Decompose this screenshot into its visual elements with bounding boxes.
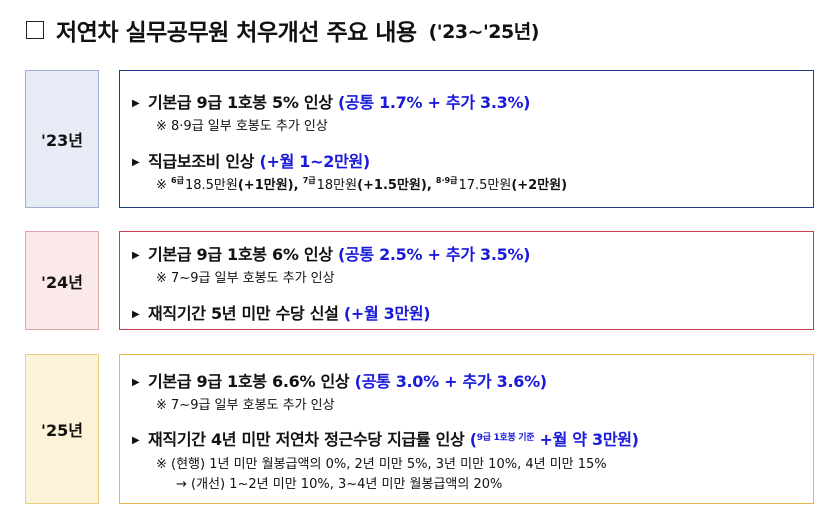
grade-6-label: 6급 bbox=[171, 176, 184, 185]
grade-6-increase: (+1만원), bbox=[237, 178, 299, 193]
grade-89-amount: 17.5만원 bbox=[458, 178, 512, 193]
note-2025-current: ※ (현행) 1년 미만 월봉급액의 0%, 2년 미만 5%, 3년 미만 1… bbox=[156, 457, 607, 472]
note-2025-improved: → (개선) 1~2년 미만 10%, 3~4년 미만 월봉급액의 20% bbox=[176, 477, 503, 492]
item-basic-pay-2025: ▶ 기본급 9급 1호봉 6.6% 인상 (공통 3.0% + 추가 3.6%) bbox=[132, 368, 547, 392]
title-period: ('23~'25년) bbox=[428, 20, 540, 43]
item-basic-pay-2023: ▶ 기본급 9급 1호봉 5% 인상 (공통 1.7% + 추가 3.3%) bbox=[132, 89, 531, 113]
item-highlight: (9급 1호봉 기준 +월 약 3만원) bbox=[469, 430, 639, 449]
triangle-bullet-icon: ▶ bbox=[132, 250, 140, 261]
year-label-2023: '23년 bbox=[25, 70, 99, 208]
note-2023-2: ※ 6급18.5만원(+1만원), 7급18만원(+1.5만원), 8·9급17… bbox=[156, 174, 567, 193]
grade-7-increase: (+1.5만원), bbox=[357, 178, 432, 193]
section-2025: ▶ 기본급 9급 1호봉 6.6% 인상 (공통 3.0% + 추가 3.6%) … bbox=[119, 354, 814, 504]
triangle-bullet-icon: ▶ bbox=[132, 377, 140, 388]
item-highlight: (+월 3만원) bbox=[343, 304, 431, 323]
section-2023: ▶ 기본급 9급 1호봉 5% 인상 (공통 1.7% + 추가 3.3%) ※ … bbox=[119, 70, 814, 208]
item-highlight: (공통 3.0% + 추가 3.6%) bbox=[354, 372, 548, 391]
item-tenure-allowance-2024: ▶ 재직기간 5년 미만 수당 신설 (+월 3만원) bbox=[132, 300, 431, 324]
item-text: 기본급 9급 1호봉 6.6% 인상 bbox=[148, 372, 350, 391]
page-title: 저연차 실무공무원 처우개선 주요 내용 ('23~'25년) bbox=[26, 12, 539, 48]
item-highlight: (+월 1~2만원) bbox=[259, 152, 371, 171]
item-highlight: (공통 1.7% + 추가 3.3%) bbox=[337, 93, 531, 112]
highlight-basis: 9급 1호봉 기준 bbox=[476, 433, 535, 443]
grade-89-label: 8·9급 bbox=[435, 176, 458, 185]
triangle-bullet-icon: ▶ bbox=[132, 157, 140, 168]
square-bullet-icon bbox=[26, 21, 44, 39]
grade-89-increase: (+2만원) bbox=[511, 178, 568, 193]
item-highlight: (공통 2.5% + 추가 3.5%) bbox=[337, 245, 531, 264]
section-2024: ▶ 기본급 9급 1호봉 6% 인상 (공통 2.5% + 추가 3.5%) ※ … bbox=[119, 231, 814, 330]
year-label-2025: '25년 bbox=[25, 354, 99, 504]
item-text: 재직기간 5년 미만 수당 신설 bbox=[148, 304, 339, 323]
item-text: 직급보조비 인상 bbox=[148, 152, 255, 171]
triangle-bullet-icon: ▶ bbox=[132, 309, 140, 320]
year-label-2024: '24년 bbox=[25, 231, 99, 330]
note-2023-1: ※ 8·9급 일부 호봉도 추가 인상 bbox=[156, 119, 328, 134]
note-prefix: ※ bbox=[156, 178, 167, 193]
item-basic-pay-2024: ▶ 기본급 9급 1호봉 6% 인상 (공통 2.5% + 추가 3.5%) bbox=[132, 241, 531, 265]
grade-7-amount: 18만원 bbox=[316, 178, 358, 193]
grade-7-label: 7급 bbox=[302, 176, 316, 185]
item-allowance-2023: ▶ 직급보조비 인상 (+월 1~2만원) bbox=[132, 148, 370, 172]
note-2024-1: ※ 7~9급 일부 호봉도 추가 인상 bbox=[156, 271, 335, 286]
title-main: 저연차 실무공무원 처우개선 주요 내용 bbox=[56, 20, 417, 46]
note-2025-1: ※ 7~9급 일부 호봉도 추가 인상 bbox=[156, 398, 335, 413]
item-text: 기본급 9급 1호봉 5% 인상 bbox=[148, 93, 333, 112]
item-text: 재직기간 4년 미만 저연차 정근수당 지급률 인상 bbox=[148, 430, 465, 449]
item-diligence-allowance-2025: ▶ 재직기간 4년 미만 저연차 정근수당 지급률 인상 (9급 1호봉 기준 +… bbox=[132, 426, 639, 450]
triangle-bullet-icon: ▶ bbox=[132, 435, 140, 446]
grade-6-amount: 18.5만원 bbox=[184, 178, 238, 193]
triangle-bullet-icon: ▶ bbox=[132, 98, 140, 109]
item-text: 기본급 9급 1호봉 6% 인상 bbox=[148, 245, 333, 264]
